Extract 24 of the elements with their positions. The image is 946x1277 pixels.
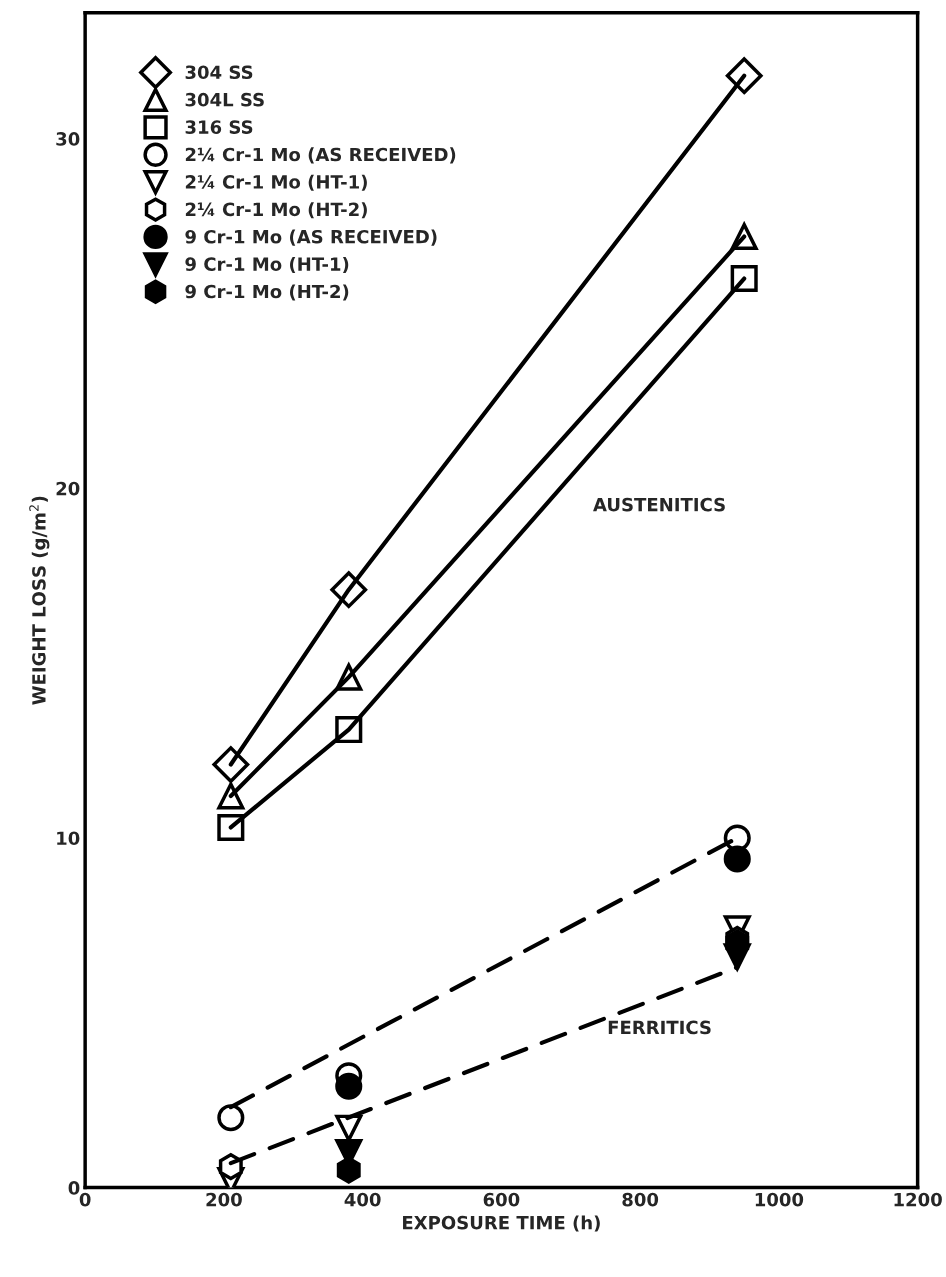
- legend-label: 9 Cr-1 Mo (AS RECEIVED): [185, 229, 437, 246]
- x-tick-label: 200: [206, 1192, 242, 1207]
- legend-label: 2¼ Cr-1 Mo (HT-2): [185, 202, 367, 219]
- legend-label: 304L SS: [185, 92, 264, 107]
- annotation: AUSTENITICS: [593, 497, 725, 512]
- legend-label: 9 Cr-1 Mo (HT-2): [185, 284, 349, 301]
- legend-label: 316 SS: [185, 120, 253, 134]
- x-tick-label: 400: [344, 1192, 381, 1207]
- x-tick-label: 1000: [755, 1192, 804, 1207]
- annotation: FERRITICS: [608, 1020, 711, 1035]
- x-axis-title: EXPOSURE TIME (h): [403, 1215, 600, 1232]
- x-tick-label: 1200: [894, 1192, 942, 1207]
- y-tick-label: 10: [57, 831, 80, 846]
- legend-label: 2¼ Cr-1 Mo (AS RECEIVED): [185, 147, 456, 164]
- y-tick-label: 20: [56, 481, 80, 496]
- x-tick-label: 800: [622, 1192, 659, 1207]
- legend-label: 9 Cr-1 Mo (HT-1): [185, 256, 349, 274]
- y-axis-title: WEIGHT LOSS (g/m$^{2}$): [29, 496, 50, 705]
- x-tick-label: 0: [79, 1192, 91, 1207]
- legend-label: 2¼ Cr-1 Mo (HT-1): [185, 174, 367, 191]
- y-tick-label: 0: [68, 1181, 80, 1195]
- legend-label: 304 SS: [185, 65, 253, 80]
- y-tick-label: 30: [56, 132, 80, 146]
- x-tick-label: 600: [483, 1192, 520, 1207]
